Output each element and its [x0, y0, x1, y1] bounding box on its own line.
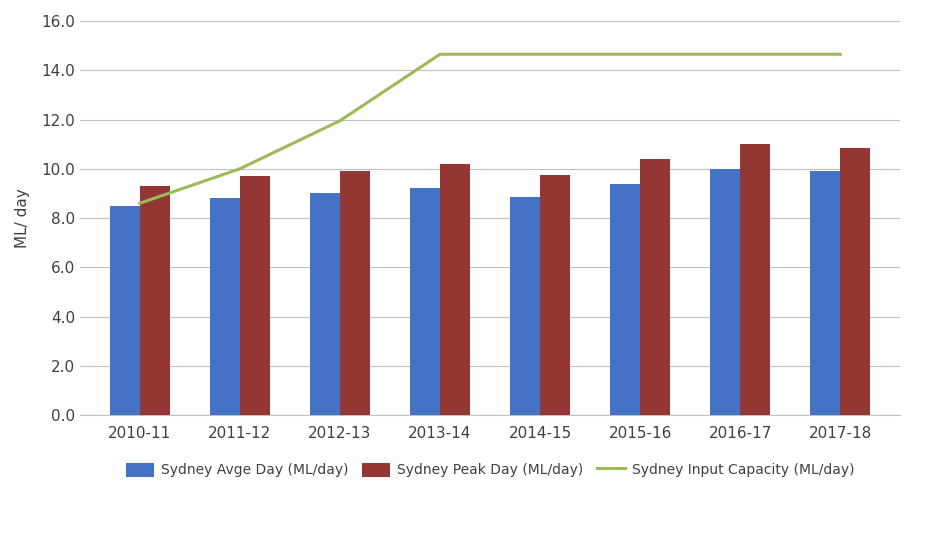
Bar	[340, 171, 370, 415]
Bar	[540, 175, 570, 415]
Bar	[710, 169, 740, 415]
Bar	[240, 176, 269, 415]
Bar	[140, 186, 169, 415]
Bar	[740, 144, 770, 415]
Bar	[310, 193, 340, 415]
Bar	[840, 148, 870, 415]
Bar	[410, 188, 440, 415]
Y-axis label: ML/ day: ML/ day	[15, 188, 30, 248]
Bar	[440, 164, 470, 415]
Bar	[510, 197, 540, 415]
Bar	[610, 183, 640, 415]
Bar	[110, 206, 140, 415]
Bar	[810, 171, 840, 415]
Bar	[640, 159, 670, 415]
Legend: Sydney Avge Day (ML/day), Sydney Peak Day (ML/day), Sydney Input Capacity (ML/da: Sydney Avge Day (ML/day), Sydney Peak Da…	[120, 457, 859, 483]
Bar	[210, 198, 240, 415]
